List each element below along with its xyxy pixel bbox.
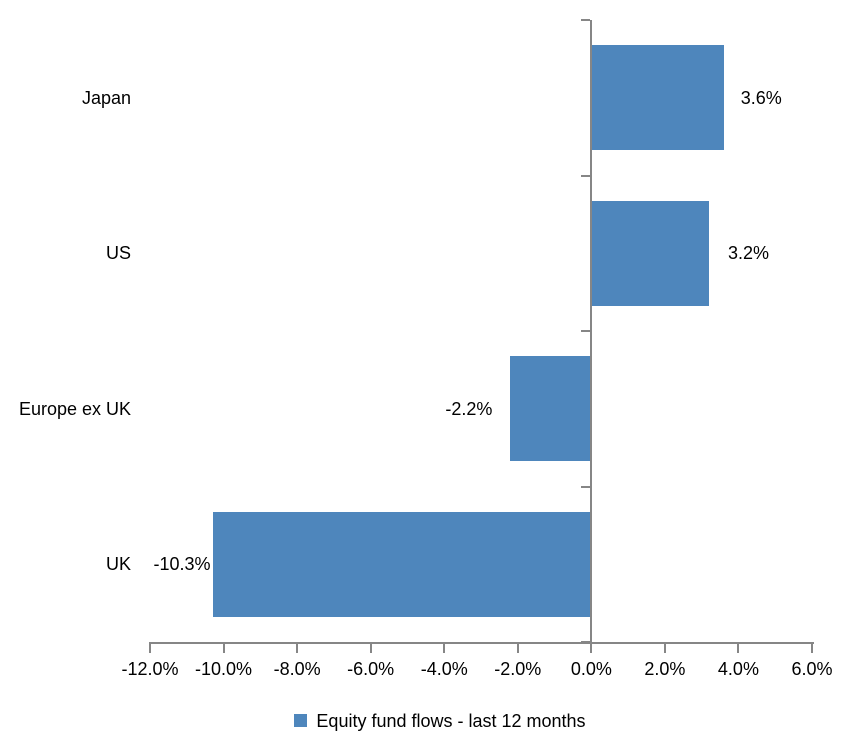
x-axis-tick-label: 0.0%: [570, 659, 612, 679]
value-label-europe-ex-uk: -2.2%: [445, 398, 493, 419]
bar-japan: [591, 45, 724, 151]
x-axis-tick: [811, 642, 813, 653]
legend-label: Equity fund flows - last 12 months: [316, 711, 586, 731]
bar-us: [591, 200, 710, 306]
x-axis-tick: [590, 642, 593, 653]
x-axis-tick: [737, 642, 740, 653]
category-label-us: US: [105, 243, 131, 264]
x-axis-tick: [516, 642, 519, 653]
y-axis-tick: [581, 641, 591, 643]
x-axis-tick: [222, 642, 225, 653]
y-axis-tick: [581, 485, 591, 488]
x-axis-tick-label: -12.0%: [121, 659, 179, 679]
x-axis-tick: [296, 642, 299, 653]
category-label-japan: Japan: [81, 87, 131, 108]
bar-europe-ex-uk: [510, 356, 592, 462]
y-axis-tick: [581, 19, 591, 21]
y-axis-line: [590, 20, 593, 644]
x-axis-tick: [149, 642, 151, 653]
value-label-japan: 3.6%: [740, 87, 782, 108]
x-axis-tick-label: -6.0%: [347, 659, 395, 679]
x-axis-tick-label: -8.0%: [273, 659, 321, 679]
x-axis-tick-label: -4.0%: [420, 659, 468, 679]
y-axis-tick: [581, 330, 591, 332]
x-axis-tick: [663, 642, 666, 653]
x-axis-tick-label: -2.0%: [494, 659, 542, 679]
value-label-us: 3.2%: [728, 243, 770, 264]
x-axis-tick: [369, 642, 372, 653]
legend-marker-icon: [294, 714, 308, 727]
bar-uk: [212, 511, 592, 617]
legend: Equity fund flows - last 12 months: [14, 709, 852, 733]
value-label-uk: -10.3%: [153, 554, 211, 575]
category-label-europe-ex-uk: Europe ex UK: [18, 398, 131, 419]
x-axis-tick-label: 2.0%: [644, 659, 686, 679]
x-axis-line: [150, 642, 814, 644]
x-axis-tick-label: 6.0%: [791, 659, 833, 679]
x-axis-tick-label: -10.0%: [195, 659, 253, 679]
category-label-uk: UK: [105, 554, 131, 575]
y-axis-tick: [581, 174, 591, 177]
x-axis-tick-label: 4.0%: [717, 659, 759, 679]
x-axis-tick: [443, 642, 446, 653]
